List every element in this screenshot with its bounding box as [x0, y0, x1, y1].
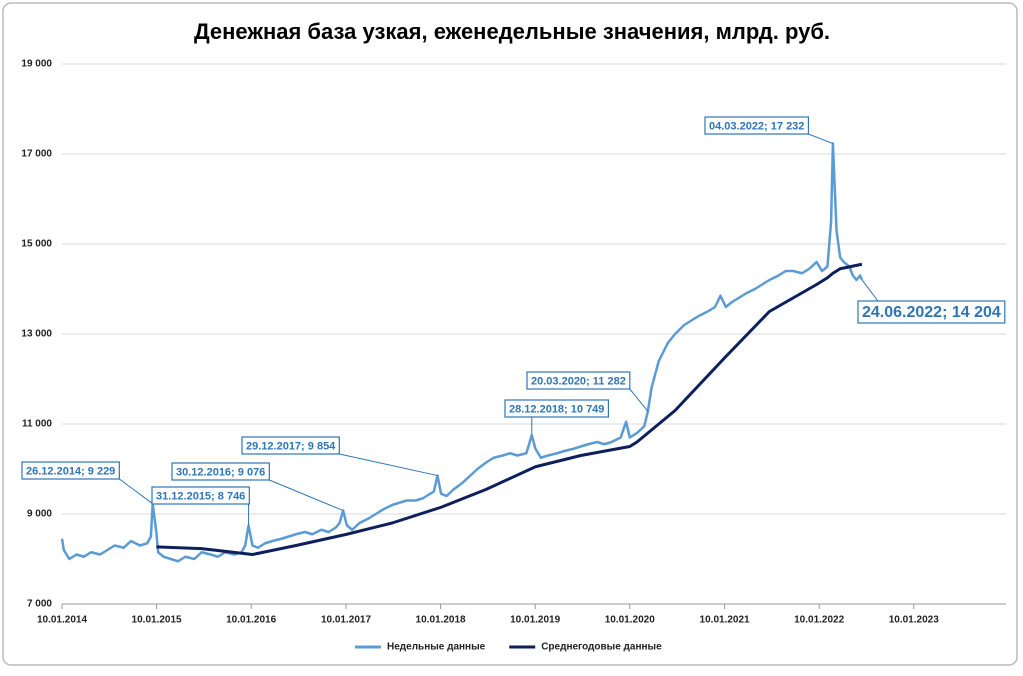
y-tick-label: 17 000 [21, 149, 52, 160]
annotation-leader [269, 479, 344, 512]
annotation-label: 29.12.2017; 9 854 [246, 440, 336, 452]
x-tick-label: 10.01.2017 [321, 615, 371, 626]
annotation-label: 20.03.2020; 11 282 [531, 375, 626, 387]
annotation-box [526, 371, 631, 390]
x-tick-label: 10.01.2023 [889, 615, 939, 626]
x-tick-label: 10.01.2022 [794, 615, 844, 626]
annotation-box [857, 300, 1006, 324]
annotation-label: 24.06.2022; 14 204 [862, 304, 1001, 321]
chart-title: Денежная база узкая, еженедельные значен… [194, 19, 830, 44]
annotation-box [21, 461, 120, 480]
series-line [156, 262, 863, 556]
y-tick-label: 11 000 [22, 419, 52, 430]
annotation-box [241, 436, 340, 455]
annotation-leader [339, 453, 438, 477]
annotation-box [504, 399, 610, 418]
annotation-label: 28.12.2018; 10 749 [509, 403, 604, 415]
annotation-label: 30.12.2016; 9 076 [176, 466, 265, 478]
x-tick-label: 10.01.2014 [37, 615, 87, 626]
annotation-label: 04.03.2022; 17 232 [709, 120, 804, 132]
series-line [60, 142, 864, 563]
legend-label: Недельные данные [387, 642, 486, 653]
annotation-box [171, 462, 270, 481]
y-tick-label: 7 000 [27, 599, 52, 610]
annotation-label: 31.12.2015; 8 746 [156, 490, 245, 502]
annotation-leader [629, 388, 649, 412]
annotation-label: 26.12.2014; 9 229 [26, 465, 115, 477]
y-tick-label: 15 000 [21, 239, 52, 250]
x-tick-label: 10.01.2015 [132, 615, 182, 626]
x-tick-label: 10.01.2020 [605, 615, 655, 626]
annotation-box [151, 486, 250, 505]
x-tick-label: 10.01.2018 [416, 615, 466, 626]
annotation-box [704, 116, 810, 135]
y-tick-label: 9 000 [27, 509, 52, 520]
legend-label: Среднегодовые данные [541, 642, 662, 653]
annotation-leader [861, 279, 879, 302]
x-tick-label: 10.01.2019 [510, 615, 560, 626]
annotation-leader [808, 133, 834, 145]
y-tick-label: 13 000 [21, 329, 52, 340]
x-tick-label: 10.01.2016 [226, 615, 276, 626]
x-tick-label: 10.01.2021 [700, 615, 750, 626]
y-tick-label: 19 000 [21, 59, 52, 70]
annotation-leader [119, 478, 153, 505]
